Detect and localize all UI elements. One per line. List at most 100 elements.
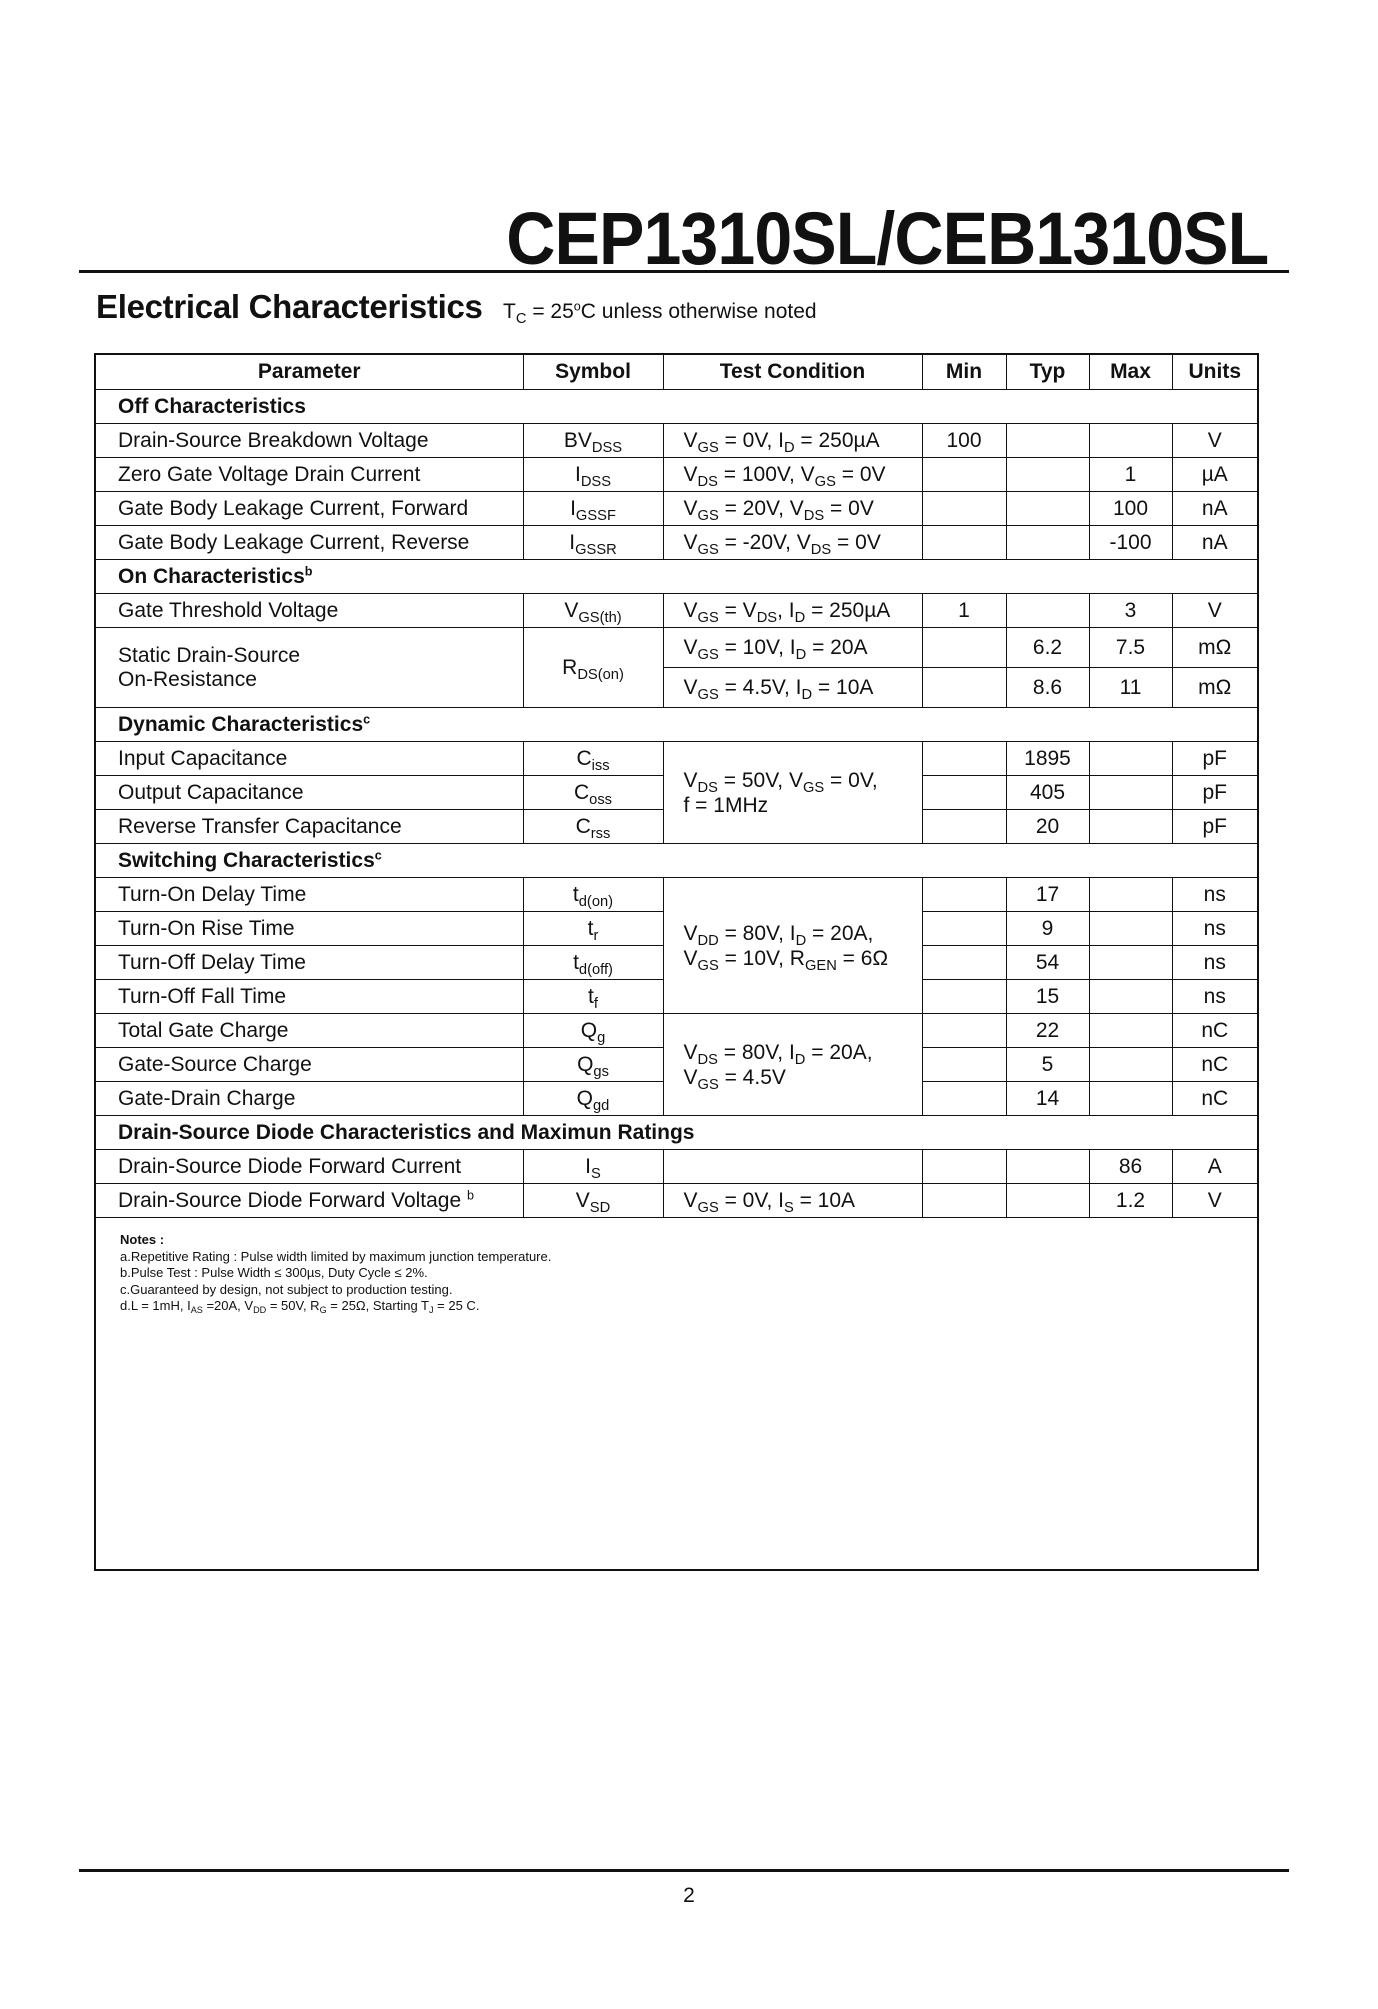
max-cell: 86 xyxy=(1088,1149,1173,1184)
table-row: Static Drain-Source On-Resistance RDS(on) V… xyxy=(94,627,1259,708)
typ-cell: 20 xyxy=(1005,809,1090,844)
test-condition-cell: VGS = 0V, IS = 10A xyxy=(662,1183,923,1218)
page-number: 2 xyxy=(683,1884,695,1907)
typ-cell: 8.6 xyxy=(1005,667,1090,708)
max-cell xyxy=(1088,423,1173,458)
test-condition-cell: VGS = -20V, VDS = 0V xyxy=(662,525,923,560)
units-cell: V xyxy=(1171,423,1259,458)
min-cell xyxy=(921,1047,1007,1082)
group-title: On Characteristicsb xyxy=(94,559,1259,594)
table-header-row: Parameter Symbol Test Condition Min Typ Max Un… xyxy=(94,353,1259,390)
group-header-row: Dynamic Characteristicsc xyxy=(94,707,1259,742)
column-header-test-condition: Test Condition xyxy=(662,353,923,390)
test-condition-cell: VDS = 80V, ID = 20A, VGS = 4.5V xyxy=(662,1013,923,1116)
group-header-row: On Characteristicsb xyxy=(94,559,1259,594)
symbol-cell: Qg xyxy=(522,1013,664,1048)
symbol-cell: VGS(th) xyxy=(522,593,664,628)
typ-cell: 15 xyxy=(1005,979,1090,1014)
test-condition-cell xyxy=(662,1149,923,1184)
test-condition-cell: VGS = 10V, ID = 20A xyxy=(662,627,923,668)
typ-cell: 22 xyxy=(1005,1013,1090,1048)
max-cell: 3 xyxy=(1088,593,1173,628)
group-title: Switching Characteristicsc xyxy=(94,843,1259,878)
typ-cell xyxy=(1005,593,1090,628)
max-cell: 100 xyxy=(1088,491,1173,526)
max-cell xyxy=(1088,775,1173,810)
table-row: Turn-On Delay Time td(on) VDD = 80V, ID = … xyxy=(94,877,1259,1014)
symbol-cell: Qgs xyxy=(522,1047,664,1082)
parameter-cell: Drain-Source Diode Forward Voltage b xyxy=(94,1183,524,1218)
parameter-cell: Gate-Drain Charge xyxy=(94,1081,524,1116)
header-rule xyxy=(79,270,1289,273)
column-header-max: Max xyxy=(1088,353,1173,390)
group-header-row: Switching Characteristicsc xyxy=(94,843,1259,878)
typ-cell xyxy=(1005,491,1090,526)
min-cell xyxy=(921,1081,1007,1116)
section-condition: TC = 25oC unless otherwise noted xyxy=(503,299,817,328)
units-cell: A xyxy=(1171,1149,1259,1184)
min-cell xyxy=(921,877,1007,912)
symbol-cell: Qgd xyxy=(522,1081,664,1116)
table-row: Drain-Source Diode Forward Voltage b VSD V… xyxy=(94,1183,1259,1218)
column-header-symbol: Symbol xyxy=(522,353,664,390)
part-number-title: CEP1310SL/CEB1310SL xyxy=(505,197,1269,280)
column-header-min: Min xyxy=(921,353,1007,390)
parameter-cell: Static Drain-Source On-Resistance xyxy=(94,627,524,708)
max-cell xyxy=(1088,945,1173,980)
group-header-row: Drain-Source Diode Characteristics and M… xyxy=(94,1115,1259,1150)
typ-cell xyxy=(1005,525,1090,560)
parameter-cell: Gate Body Leakage Current, Reverse xyxy=(94,525,524,560)
units-cell: ns xyxy=(1171,911,1259,946)
typ-cell: 1895 xyxy=(1005,741,1090,776)
test-condition-cell: VGS = 0V, ID = 250µA xyxy=(662,423,923,458)
symbol-cell: VSD xyxy=(522,1183,664,1218)
table-row: Gate Threshold Voltage VGS(th) VGS = VDS, … xyxy=(94,593,1259,628)
units-cell: ns xyxy=(1171,945,1259,980)
min-cell: 100 xyxy=(921,423,1007,458)
test-condition-cell: VGS = 4.5V, ID = 10A xyxy=(662,667,923,708)
parameter-cell: Gate-Source Charge xyxy=(94,1047,524,1082)
typ-cell: 9 xyxy=(1005,911,1090,946)
parameter-cell: Turn-Off Fall Time xyxy=(94,979,524,1014)
parameter-cell: Gate Body Leakage Current, Forward xyxy=(94,491,524,526)
units-cell: V xyxy=(1171,1183,1259,1218)
units-cell: ns xyxy=(1171,877,1259,912)
typ-cell xyxy=(1005,457,1090,492)
units-cell: pF xyxy=(1171,809,1259,844)
parameter-cell: Total Gate Charge xyxy=(94,1013,524,1048)
parameter-cell: Turn-On Rise Time xyxy=(94,911,524,946)
max-cell: 1.2 xyxy=(1088,1183,1173,1218)
min-cell xyxy=(921,945,1007,980)
typ-cell: 17 xyxy=(1005,877,1090,912)
typ-cell: 5 xyxy=(1005,1047,1090,1082)
parameter-cell: Output Capacitance xyxy=(94,775,524,810)
max-cell: 1 xyxy=(1088,457,1173,492)
notes-cell: Notes : a.Repetitive Rating : Pulse width… xyxy=(94,1217,1259,1571)
min-cell xyxy=(921,911,1007,946)
table-row: Input Capacitance Ciss VDS = 50V, VGS = 0V… xyxy=(94,741,1259,844)
table-row: Reverse Transfer Capacitance Crss 20 pF xyxy=(94,809,1259,844)
symbol-cell: IDSS xyxy=(522,457,664,492)
units-cell: nC xyxy=(1171,1047,1259,1082)
units-cell: µA xyxy=(1171,457,1259,492)
typ-cell: 6.2 xyxy=(1005,627,1090,668)
symbol-cell: BVDSS xyxy=(522,423,664,458)
table-row: VGS = 4.5V, ID = 10A 8.6 11 mΩ xyxy=(95,667,1259,708)
units-cell: pF xyxy=(1171,741,1259,776)
symbol-cell: td(on) xyxy=(522,877,664,912)
column-header-typ: Typ xyxy=(1005,353,1090,390)
note-item: a.Repetitive Rating : Pulse width limite… xyxy=(120,1248,552,1264)
typ-cell xyxy=(1005,423,1090,458)
group-title: Dynamic Characteristicsc xyxy=(94,707,1259,742)
min-cell xyxy=(921,1149,1007,1184)
parameter-cell: Zero Gate Voltage Drain Current xyxy=(94,457,524,492)
max-cell: -100 xyxy=(1088,525,1173,560)
symbol-cell: tf xyxy=(522,979,664,1014)
group-header-row: Off Characteristics xyxy=(94,389,1259,424)
table-row: Gate Body Leakage Current, Reverse IGSSR V… xyxy=(94,525,1259,560)
table-row: Gate-Source Charge Qgs 5 nC xyxy=(94,1047,1259,1082)
parameter-cell: Drain-Source Diode Forward Current xyxy=(94,1149,524,1184)
units-cell: mΩ xyxy=(1171,667,1259,708)
units-cell: ns xyxy=(1171,979,1259,1014)
test-condition-cell: VGS = VDS, ID = 250µA xyxy=(662,593,923,628)
